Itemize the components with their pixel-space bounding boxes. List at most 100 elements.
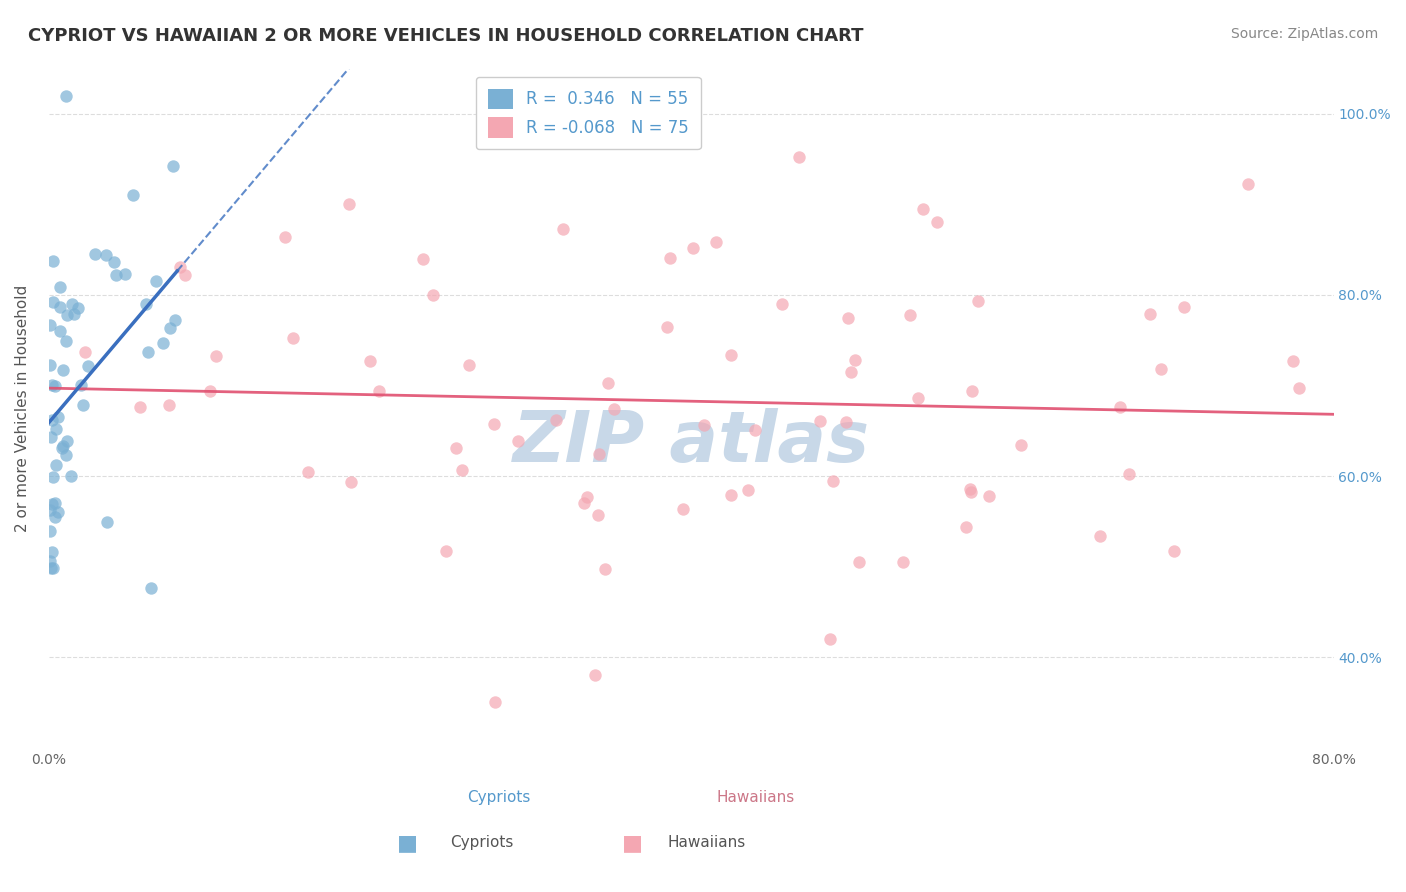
Point — [44, 510, 66, 524]
Point — [273, 230, 295, 244]
Point — [169, 260, 191, 275]
Point — [837, 310, 859, 325]
Point — [1010, 438, 1032, 452]
Point — [159, 321, 181, 335]
Point — [157, 398, 180, 412]
Point — [484, 695, 506, 709]
Point — [41, 413, 63, 427]
Point — [434, 543, 457, 558]
Point — [44, 496, 66, 510]
Point — [55, 88, 77, 103]
Point — [1236, 177, 1258, 191]
Point — [128, 400, 150, 414]
Point — [42, 470, 65, 484]
Point — [39, 430, 62, 444]
Point — [41, 545, 63, 559]
Point — [808, 414, 831, 428]
Point — [152, 336, 174, 351]
Point — [45, 458, 67, 473]
Point — [658, 251, 681, 265]
Point — [1139, 307, 1161, 321]
Point — [1088, 529, 1111, 543]
Point — [39, 503, 62, 517]
Point — [55, 449, 77, 463]
Point — [41, 294, 63, 309]
Point — [162, 159, 184, 173]
Point — [744, 423, 766, 437]
Point — [62, 297, 84, 311]
Point — [444, 441, 467, 455]
Point — [818, 632, 841, 647]
Point — [1282, 354, 1305, 368]
Point — [96, 516, 118, 530]
Point — [907, 391, 929, 405]
Point — [839, 366, 862, 380]
Point — [39, 554, 62, 568]
Point — [49, 324, 72, 338]
Point — [56, 308, 79, 322]
Point — [482, 417, 505, 432]
Point — [49, 300, 72, 314]
Point — [205, 349, 228, 363]
Text: Cypriots: Cypriots — [450, 836, 513, 850]
Point — [73, 345, 96, 359]
Point — [682, 241, 704, 255]
Point — [84, 247, 107, 261]
Point — [1118, 467, 1140, 482]
Point — [967, 293, 990, 308]
Point — [41, 497, 63, 511]
Point — [72, 398, 94, 412]
Point — [603, 401, 626, 416]
Point — [136, 344, 159, 359]
Point — [574, 496, 596, 510]
Text: ■: ■ — [623, 833, 643, 853]
Legend: R =  0.346   N = 55, R = -0.068   N = 75: R = 0.346 N = 55, R = -0.068 N = 75 — [477, 77, 700, 149]
Point — [39, 561, 62, 575]
Text: CYPRIOT VS HAWAIIAN 2 OR MORE VEHICLES IN HOUSEHOLD CORRELATION CHART: CYPRIOT VS HAWAIIAN 2 OR MORE VEHICLES I… — [28, 27, 863, 45]
Point — [412, 252, 434, 266]
Point — [339, 475, 361, 490]
Point — [297, 465, 319, 479]
Point — [42, 254, 65, 268]
Point — [337, 197, 360, 211]
Point — [39, 524, 62, 539]
Text: Hawaiians: Hawaiians — [668, 836, 747, 850]
Point — [76, 359, 98, 373]
Point — [52, 362, 75, 376]
Point — [835, 415, 858, 429]
Point — [593, 562, 616, 576]
Point — [955, 520, 977, 534]
Y-axis label: 2 or more Vehicles in Household: 2 or more Vehicles in Household — [15, 285, 30, 532]
Point — [737, 483, 759, 497]
Point — [135, 297, 157, 311]
Point — [821, 474, 844, 488]
Point — [141, 581, 163, 595]
Point — [39, 318, 62, 332]
Point — [103, 255, 125, 269]
Point — [51, 442, 73, 456]
Point — [165, 313, 187, 327]
Point — [359, 354, 381, 368]
Point — [583, 668, 606, 682]
Point — [46, 505, 69, 519]
Point — [1150, 362, 1173, 376]
Point — [672, 501, 695, 516]
Point — [59, 469, 82, 483]
Point — [422, 288, 444, 302]
Point — [506, 434, 529, 449]
Point — [52, 438, 75, 452]
Point — [720, 347, 742, 361]
Point — [844, 353, 866, 368]
Point — [848, 555, 870, 569]
Point — [122, 188, 145, 202]
Point — [41, 377, 63, 392]
Text: ■: ■ — [398, 833, 418, 853]
Text: Hawaiians: Hawaiians — [716, 790, 794, 805]
Point — [553, 221, 575, 235]
Point — [576, 490, 599, 504]
Point — [960, 485, 983, 500]
Point — [69, 377, 91, 392]
Point — [44, 379, 66, 393]
Point — [588, 447, 610, 461]
Point — [94, 248, 117, 262]
